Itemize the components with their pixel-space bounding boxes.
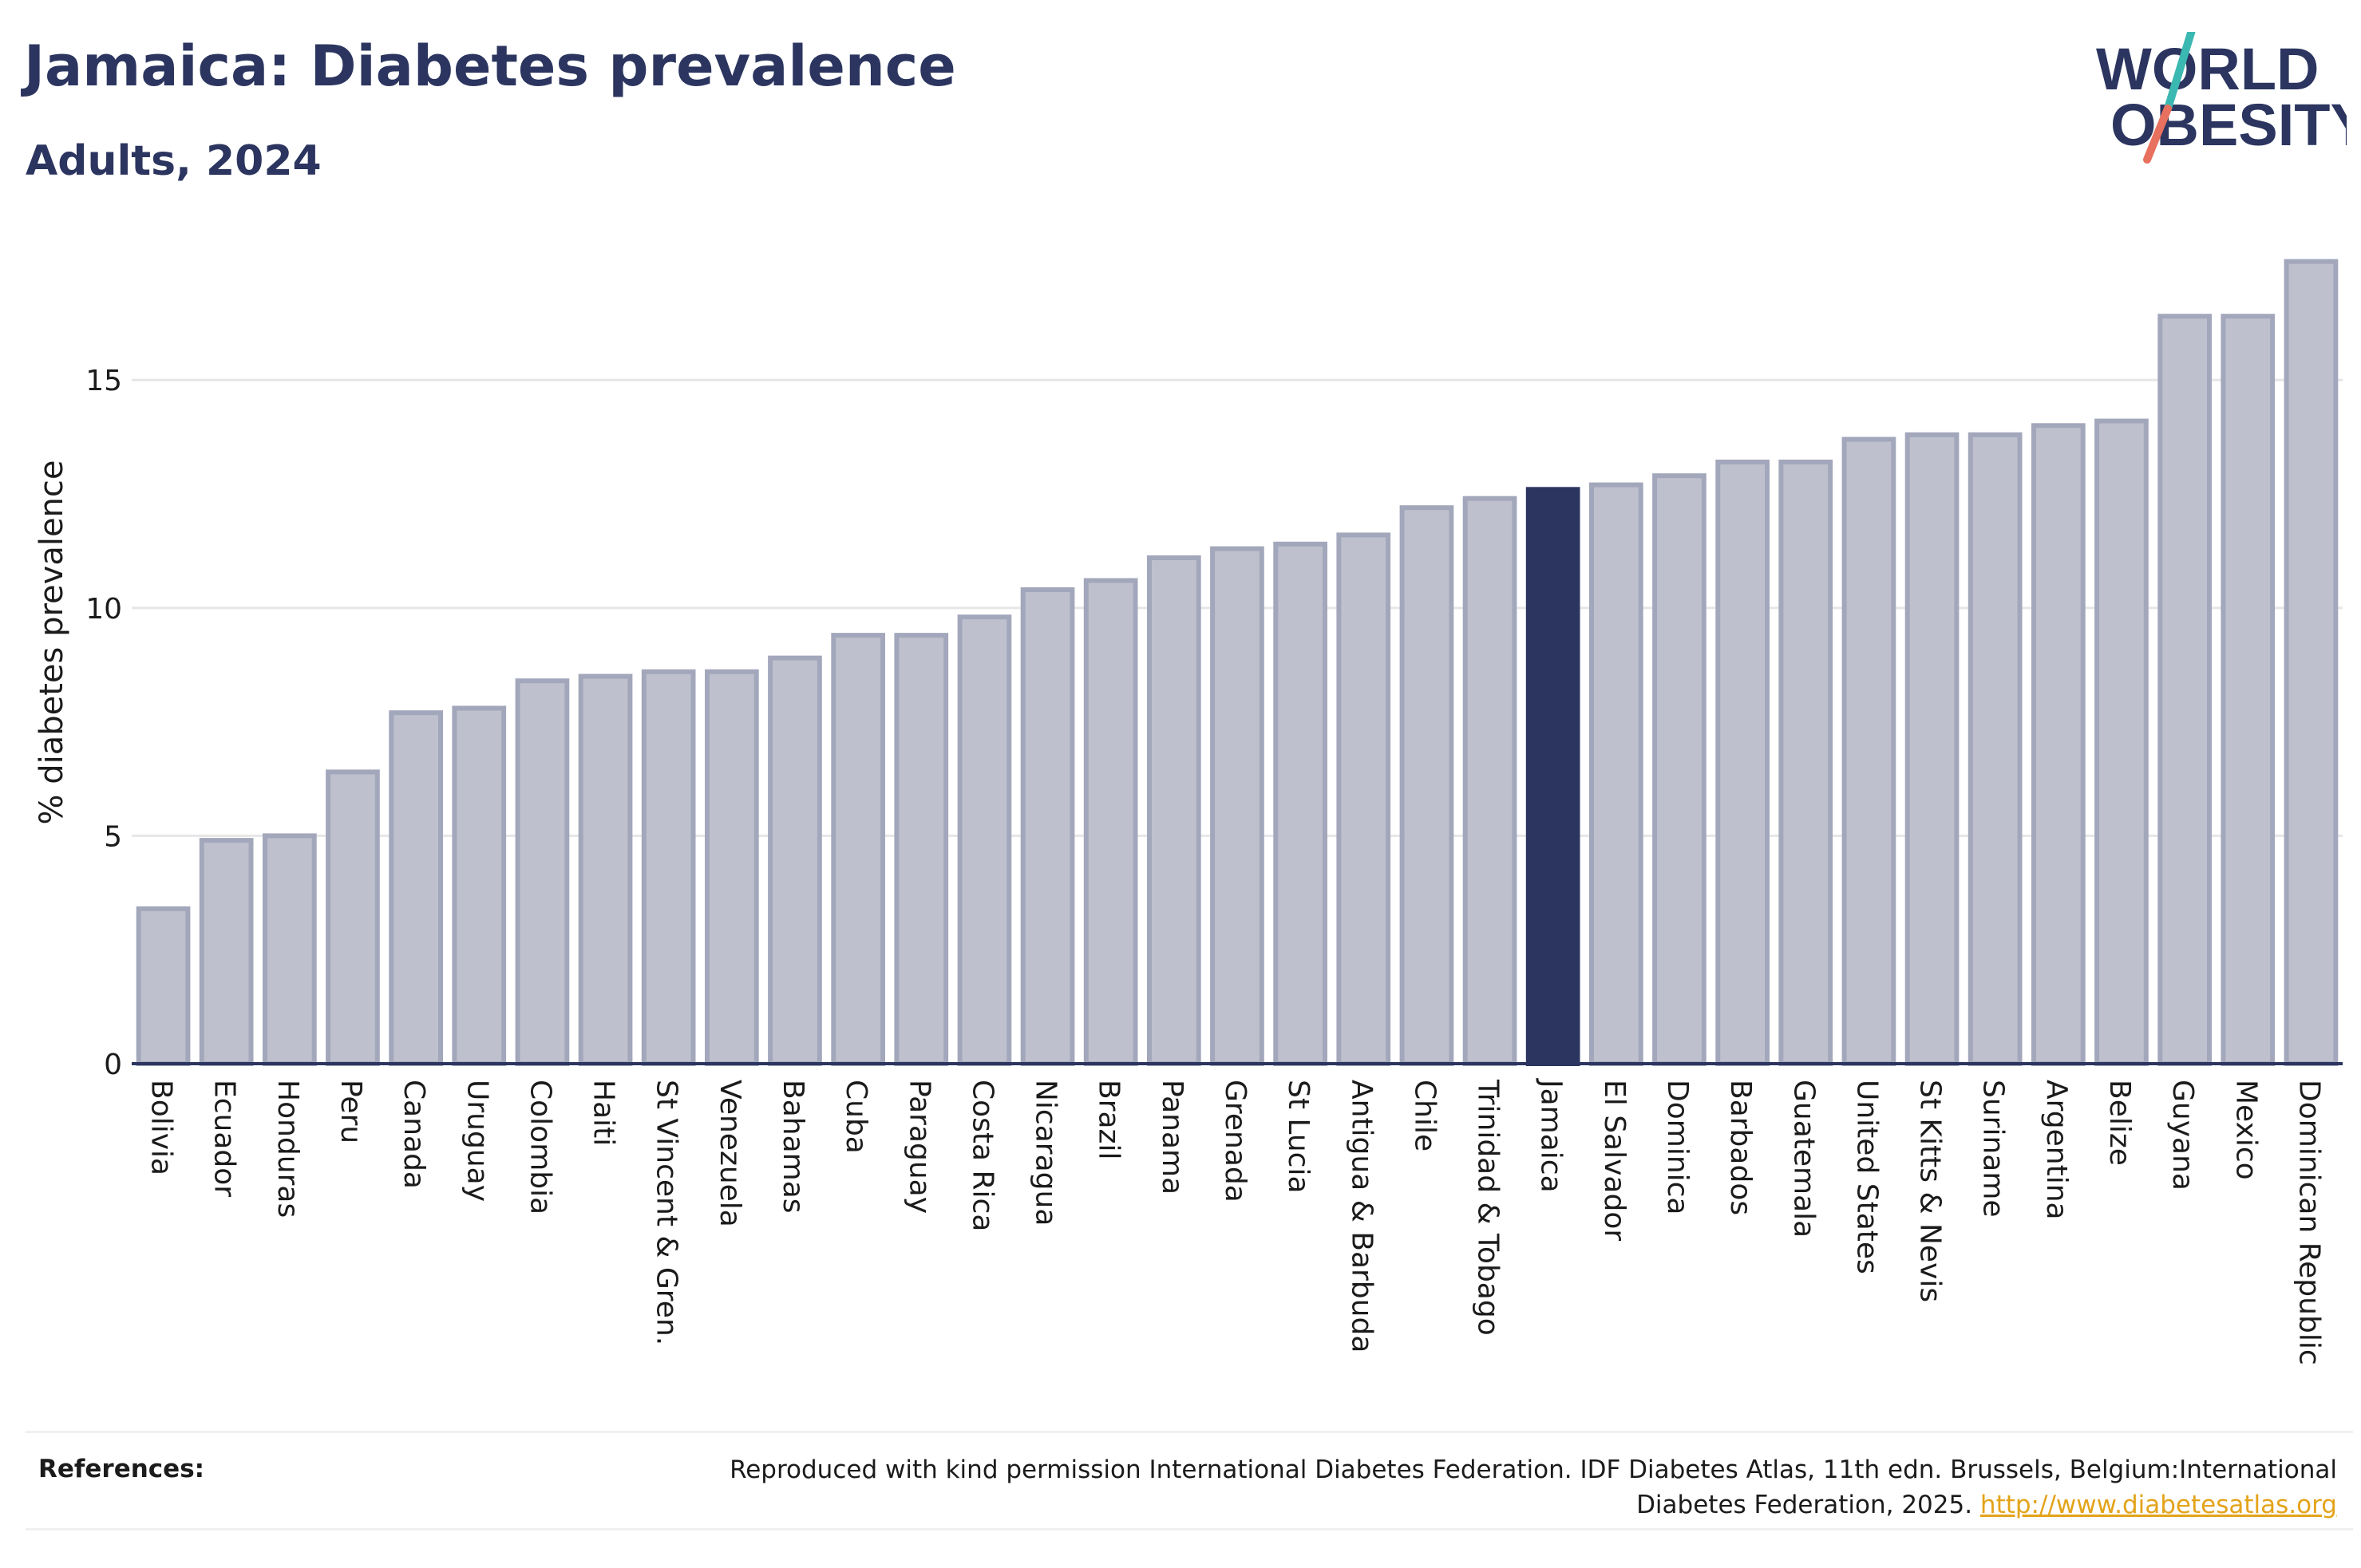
x-tick-label: Chile: [1408, 1080, 1441, 1151]
bar-suriname: [1968, 432, 2023, 1066]
y-tick-label-5: 5: [104, 820, 122, 853]
bar-st-lucia: [1273, 541, 1328, 1066]
bar-guatemala: [1778, 460, 1833, 1066]
x-tick-label: St Vincent & Gren.: [651, 1080, 683, 1345]
x-tick-label: Panama: [1156, 1080, 1188, 1195]
x-tick-label: St Kitts & Nevis: [1914, 1080, 1947, 1302]
bar-argentina: [2031, 423, 2086, 1066]
bar-st-kitts-nevis: [1904, 432, 1960, 1066]
x-tick-label: Honduras: [271, 1080, 304, 1218]
x-tick-label: Trinidad & Tobago: [1472, 1079, 1505, 1336]
bar-panama: [1147, 555, 1201, 1066]
bar-uruguay: [452, 705, 507, 1066]
x-tick-label: Nicaragua: [1030, 1080, 1062, 1226]
bar-bahamas: [768, 655, 822, 1066]
x-tick-label: Antigua & Barbuda: [1345, 1080, 1378, 1353]
x-tick-label: Guatemala: [1787, 1080, 1820, 1238]
x-tick-label: Argentina: [2040, 1080, 2073, 1220]
y-tick-label-15: 15: [85, 365, 122, 397]
x-tick-label: Colombia: [524, 1080, 556, 1215]
x-tick-label: Mexico: [2229, 1080, 2262, 1180]
x-tick-label: El Salvador: [1598, 1080, 1631, 1241]
x-tick-label: Ecuador: [208, 1080, 241, 1197]
bar-costa-rica: [957, 614, 1012, 1066]
bar-peru: [326, 769, 380, 1067]
bar-bolivia: [136, 906, 191, 1067]
x-tick-label: Suriname: [1977, 1080, 2010, 1218]
x-tick-label: Peru: [334, 1080, 367, 1143]
bar-chile: [1399, 505, 1454, 1066]
bar-dominica: [1652, 473, 1706, 1066]
bar-guyana: [2157, 314, 2213, 1066]
x-tick-label: Uruguay: [461, 1080, 493, 1202]
bar-el-salvador: [1589, 482, 1643, 1066]
bar-belize: [2094, 418, 2149, 1066]
bar-venezuela: [705, 669, 759, 1066]
bar-ecuador: [199, 838, 254, 1066]
bar-dominican-republic: [2284, 259, 2339, 1066]
bar-mexico: [2221, 314, 2276, 1066]
bar-nicaragua: [1020, 587, 1075, 1066]
x-tick-label: Bolivia: [145, 1080, 178, 1175]
references-citation: Reproduced with kind permission Internat…: [730, 1455, 2337, 1519]
logo-slash-top: [2164, 32, 2196, 113]
x-tick-label: Canada: [397, 1080, 430, 1189]
x-tick-label: Haiti: [587, 1080, 620, 1146]
bar-trinidad-tobago: [1462, 496, 1517, 1066]
y-tick-label-10: 10: [85, 593, 122, 626]
bar-cuba: [831, 633, 886, 1066]
bar-haiti: [578, 673, 633, 1066]
bar-st-vincent-gren-: [641, 669, 696, 1066]
x-tick-label: Jamaica: [1535, 1078, 1568, 1193]
x-tick-label: Barbados: [1724, 1080, 1757, 1215]
references-link[interactable]: http://www.diabetesatlas.org: [1979, 1491, 2337, 1519]
x-tick-label: Dominica: [1661, 1080, 1694, 1215]
bar-grenada: [1210, 546, 1264, 1066]
references-bottom-rule: [26, 1528, 2353, 1530]
x-tick-label: United States: [1850, 1080, 1883, 1274]
x-tick-label: Venezuela: [714, 1080, 746, 1227]
bar-barbados: [1715, 460, 1770, 1066]
x-tick-label: Costa Rica: [966, 1080, 999, 1231]
x-tick-label: Grenada: [1219, 1080, 1252, 1203]
chart-subtitle: Adults, 2024: [26, 137, 322, 185]
y-axis-title: % diabetes prevalence: [34, 460, 70, 824]
x-tick-label: Brazil: [1093, 1080, 1125, 1159]
bar-brazil: [1083, 578, 1138, 1066]
bar-chart: 0 5 10 15 % diabetes prevalence Bolivia Ecuado…: [34, 259, 2343, 1365]
logo-slash-bottom: [2143, 105, 2172, 164]
bar-jamaica: [1525, 487, 1580, 1066]
x-tick-label: Paraguay: [903, 1080, 935, 1214]
bar-honduras: [263, 833, 317, 1067]
chart-title: Jamaica: Diabetes prevalence: [24, 34, 956, 99]
x-tick-label: Dominican Republic: [2292, 1080, 2325, 1365]
bar-antigua-barbuda: [1336, 532, 1391, 1066]
x-tick-label: St Lucia: [1282, 1080, 1315, 1194]
x-tick-label: Bahamas: [777, 1080, 809, 1214]
references-text: Reproduced with kind permission Internat…: [701, 1452, 2337, 1523]
logo-text-world: WORLD: [2096, 36, 2319, 102]
bar-united-states: [1841, 436, 1896, 1066]
x-tick-label: Cuba: [840, 1080, 872, 1154]
bar-paraguay: [894, 633, 949, 1066]
world-obesity-logo: WORLD OBESITY: [2096, 32, 2347, 164]
bar-colombia: [515, 678, 570, 1066]
bar-canada: [389, 710, 443, 1066]
references-label: References:: [38, 1455, 205, 1483]
y-tick-label-0: 0: [104, 1049, 122, 1081]
references-top-rule: [26, 1431, 2353, 1433]
x-tick-label: Belize: [2103, 1080, 2136, 1166]
x-tick-label: Guyana: [2166, 1080, 2199, 1191]
